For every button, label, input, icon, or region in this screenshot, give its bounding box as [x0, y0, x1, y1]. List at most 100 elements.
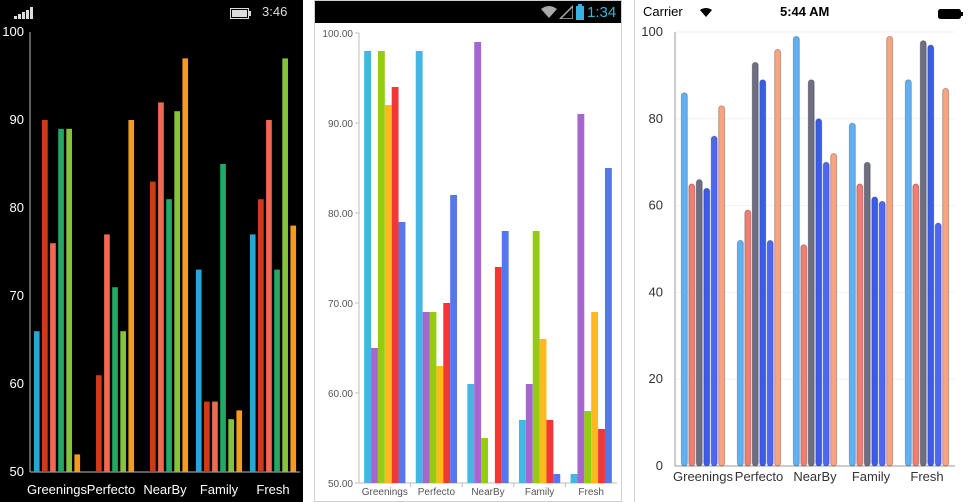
- bar: [927, 44, 935, 467]
- y-tick-label: 100.00: [322, 29, 353, 40]
- bar: [934, 222, 942, 467]
- bar: [266, 120, 272, 472]
- bar: [919, 40, 927, 467]
- bar: [688, 183, 696, 467]
- bar: [539, 339, 547, 483]
- x-tick-label: Perfecto: [87, 482, 135, 497]
- bar: [33, 331, 40, 472]
- y-tick-label: 70: [10, 288, 24, 303]
- y-tick-label: 20: [649, 371, 663, 386]
- y-tick-label: 100: [641, 24, 663, 39]
- y-tick-label: 40: [649, 284, 663, 299]
- bar: [863, 161, 871, 467]
- bar: [546, 420, 554, 483]
- x-tick-label: Fresh: [578, 487, 604, 498]
- signal-icon: [14, 6, 34, 19]
- bar: [371, 348, 378, 483]
- bar: [158, 102, 164, 473]
- bar: [195, 269, 202, 472]
- bar: [792, 35, 800, 467]
- y-tick-label: 50.00: [328, 479, 353, 490]
- bar: [942, 87, 950, 467]
- bar: [856, 183, 864, 467]
- x-tick-label: NearBy: [793, 469, 837, 484]
- y-tick-label: 50: [10, 464, 24, 479]
- y-tick-label: 60: [10, 376, 24, 391]
- x-tick-label: Family: [525, 487, 554, 498]
- bar: [474, 42, 482, 483]
- bar: [886, 35, 894, 467]
- bar: [525, 384, 533, 483]
- bar: [904, 79, 912, 467]
- bar: [174, 111, 180, 472]
- battery-icon: [230, 6, 252, 19]
- y-tick-label: 0: [656, 458, 663, 473]
- y-tick-label: 100: [2, 24, 24, 39]
- bar: [848, 122, 856, 467]
- wifi-icon: [699, 5, 713, 17]
- cellular-icon: [558, 4, 574, 20]
- bar: [481, 438, 488, 483]
- bar: [553, 474, 561, 483]
- battery-icon: [576, 4, 584, 20]
- bar: [871, 196, 879, 467]
- bar: [604, 168, 612, 483]
- bar: [182, 58, 189, 473]
- bar: [518, 420, 526, 483]
- ios-screen: Carrier 5:44 AM 0 20 40 60 80 100 Greenings Per…: [634, 0, 970, 502]
- bar: [815, 118, 823, 467]
- bar: [736, 239, 744, 467]
- status-bar: 1:34: [315, 1, 621, 23]
- status-time: 5:44 AM: [780, 4, 830, 19]
- bar: [66, 128, 72, 473]
- bar: [695, 179, 703, 467]
- bar: [236, 410, 243, 472]
- bar: [120, 331, 126, 472]
- status-bar: Carrier 5:44 AM: [635, 0, 970, 22]
- bar: [228, 419, 234, 472]
- bar: [112, 287, 118, 472]
- y-tick-label: 90.00: [328, 119, 353, 130]
- chart-ios: 0 20 40 60 80 100 Greenings Perfecto NearBy Famil…: [641, 24, 955, 484]
- bar: [710, 135, 718, 467]
- bar: [377, 51, 385, 483]
- x-tick-label: Greenings: [27, 482, 87, 497]
- bar: [384, 105, 392, 483]
- bar: [415, 51, 423, 483]
- bar: [274, 269, 280, 472]
- bar: [443, 303, 451, 483]
- bar: [584, 411, 592, 483]
- bar: [744, 209, 752, 467]
- status-bar: 3:46: [0, 0, 303, 22]
- bar: [800, 244, 808, 467]
- bar: [532, 231, 540, 483]
- bar: [598, 429, 605, 483]
- bar: [718, 105, 726, 467]
- bar: [74, 454, 81, 472]
- bar: [422, 312, 430, 483]
- bar: [680, 92, 688, 467]
- bar: [912, 183, 920, 467]
- bar: [703, 187, 711, 467]
- bar: [290, 225, 297, 472]
- bar: [751, 61, 759, 467]
- x-tick-label: NearBy: [471, 487, 504, 498]
- bar: [42, 120, 48, 472]
- status-time: 3:46: [262, 4, 288, 19]
- y-tick-label: 60.00: [328, 389, 353, 400]
- bar: [104, 234, 110, 472]
- bar: [570, 474, 578, 483]
- bar: [50, 243, 56, 472]
- bar: [759, 79, 767, 467]
- x-tick-label: Fresh: [910, 469, 943, 484]
- status-time: 1:34: [587, 4, 617, 21]
- bar: [878, 200, 886, 467]
- bar: [467, 384, 475, 483]
- y-tick-label: 80: [649, 111, 663, 126]
- bar: [450, 195, 458, 483]
- x-tick-label: Perfecto: [418, 487, 456, 498]
- x-tick-label: Fresh: [256, 482, 289, 497]
- y-tick-label: 80.00: [328, 209, 353, 220]
- x-tick-label: Perfecto: [735, 469, 783, 484]
- bar: [96, 375, 102, 472]
